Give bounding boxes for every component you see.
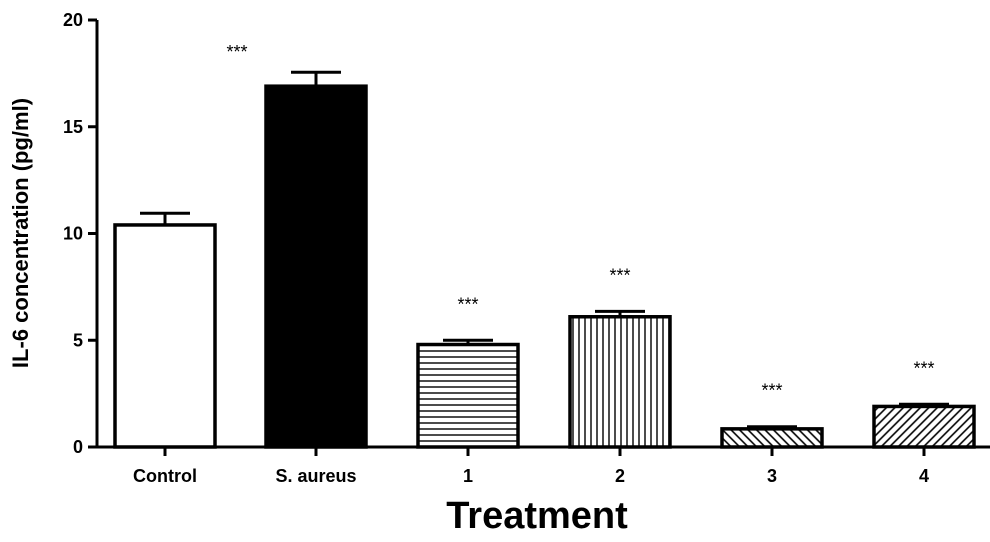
x-tick-label: 3 xyxy=(767,466,777,486)
y-tick-label: 10 xyxy=(63,224,83,244)
significance-marker: *** xyxy=(226,42,247,62)
x-tick-label: Control xyxy=(133,466,197,486)
y-tick-labels: 0 5 10 15 20 xyxy=(63,10,83,457)
bars xyxy=(113,84,976,449)
x-tick-label: 4 xyxy=(919,466,929,486)
x-axis-title: Treatment xyxy=(446,495,628,537)
y-tick-label: 15 xyxy=(63,117,83,137)
y-tick-label: 0 xyxy=(73,437,83,457)
bar-1 xyxy=(416,342,520,449)
bar-s-aureus xyxy=(264,84,368,449)
bar-4 xyxy=(872,404,976,449)
significance-marker: *** xyxy=(457,294,478,314)
significance-marker: *** xyxy=(761,381,782,401)
bar-2 xyxy=(568,315,672,449)
y-tick-label: 5 xyxy=(73,330,83,350)
y-axis-title: IL-6 concentration (pg/ml) xyxy=(8,98,33,368)
significance-marker: *** xyxy=(913,358,934,378)
axes xyxy=(88,18,990,456)
x-tick-label: S. aureus xyxy=(275,466,356,486)
x-tick-label: 1 xyxy=(463,466,473,486)
x-tick-labels: Control S. aureus 1 2 3 4 xyxy=(133,466,929,486)
error-bars xyxy=(140,70,949,429)
significance-marker: *** xyxy=(609,265,630,285)
bar-3 xyxy=(720,427,824,449)
y-tick-label: 20 xyxy=(63,10,83,30)
x-tick-label: 2 xyxy=(615,466,625,486)
significance-markers: *** *** *** *** *** xyxy=(226,42,934,401)
bar-control xyxy=(113,223,217,449)
